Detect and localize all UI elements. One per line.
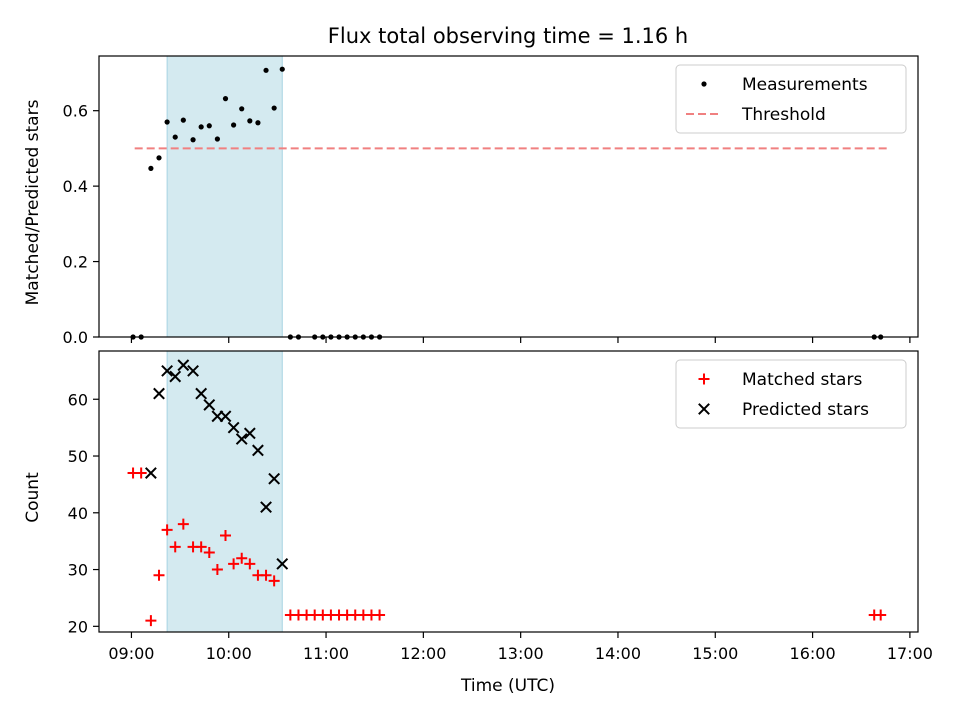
bottom-matched-stars-point-3 (153, 569, 165, 581)
top-legend: Measurements Threshold (675, 64, 907, 134)
bottom-y-tick-label-4: 60 (68, 390, 88, 409)
bottom-matched-stars-point-10 (211, 564, 223, 576)
x-tick-label-6: 15:00 (692, 644, 738, 663)
top-axes-frame (98, 55, 919, 338)
top-y-tick-label-0: 0.0 (63, 328, 88, 347)
bottom-matched-stars-point-2 (145, 615, 157, 627)
top-y-tick-label-1: 0.2 (63, 253, 88, 272)
top-measurements-point-12 (231, 122, 237, 128)
bottom-matched-stars-point-13 (236, 552, 248, 564)
x-tick-label-7: 16:00 (790, 644, 836, 663)
top-measurements-point-4 (164, 119, 170, 125)
top-measurements-point-3 (156, 155, 162, 161)
top-measurements-point-7 (190, 137, 196, 143)
bottom-predicted-stars-point-13 (252, 444, 264, 457)
bottom-legend-matched-stars-swatch (698, 373, 710, 385)
top-measurements-point-18 (279, 66, 285, 72)
bottom-predicted-stars-point-4 (177, 359, 190, 372)
bottom-legend: Matched stars Predicted stars (675, 359, 907, 429)
bottom-predicted-stars-point-10 (227, 421, 240, 434)
bottom-predicted-stars-point-9 (219, 410, 232, 423)
bottom-y-tick-label-2: 40 (68, 504, 88, 523)
bottom-matched-stars-point-12 (228, 558, 240, 570)
bottom-predicted-stars-point-3 (169, 370, 182, 383)
x-tick-label-2: 11:00 (303, 644, 349, 663)
x-tick-label-3: 12:00 (400, 644, 446, 663)
top-y-tick-label-3: 0.6 (63, 102, 88, 121)
top-measurements-point-8 (198, 124, 204, 130)
bottom-y-axis-label: Count (23, 472, 43, 523)
bottom-legend-box (675, 359, 907, 429)
bottom-predicted-stars-point-1 (153, 387, 165, 400)
bottom-matched-stars-point-29 (374, 609, 386, 621)
bottom-predicted-stars-point-2 (161, 364, 174, 377)
bottom-axes-frame (98, 350, 919, 633)
top-measurements-point-11 (222, 96, 229, 102)
bottom-y-tick-label-1: 30 (68, 561, 88, 580)
bottom-predicted-stars-point-5 (187, 364, 199, 377)
top-observing-span (166, 55, 283, 338)
top-measurements-point-2 (148, 165, 154, 171)
top-legend-measurements-swatch (701, 81, 707, 87)
bottom-legend-matched-stars-label: Matched stars (742, 370, 862, 390)
top-y-axis-label: Matched/Predicted stars (23, 99, 43, 305)
top-legend-measurements-label: Measurements (742, 75, 868, 95)
bottom-matched-stars-point-1 (135, 467, 147, 479)
chart-title: Flux total observing time = 1.16 h (328, 24, 688, 48)
bottom-legend-predicted-stars-label: Predicted stars (742, 400, 869, 420)
bottom-matched-stars-point-4 (161, 524, 173, 536)
x-tick-label-1: 10:00 (206, 644, 252, 663)
top-measurements-point-13 (239, 106, 245, 112)
bottom-matched-stars-point-5 (169, 541, 181, 553)
bottom-predicted-stars-point-16 (276, 557, 289, 570)
bottom-legend-predicted-stars-swatch (698, 403, 710, 415)
top-measurements-point-9 (206, 123, 212, 129)
panel-star-counts: 09:00 10:00 11:00 12:00 13:00 14:00 15:00 16:00… (23, 350, 933, 663)
bottom-matched-stars-point-8 (195, 541, 207, 553)
x-axis-label: Time (UTC) (460, 676, 555, 696)
top-measurements-point-14 (247, 118, 253, 124)
bottom-predicted-stars-point-15 (268, 472, 281, 485)
bottom-y-tick-label-3: 50 (68, 447, 88, 466)
x-tick-label-4: 13:00 (498, 644, 544, 663)
top-measurements-point-15 (255, 120, 261, 126)
top-measurements-point-16 (263, 67, 269, 73)
bottom-y-tick-label-0: 20 (68, 617, 88, 636)
x-tick-label-0: 09:00 (108, 644, 154, 663)
bottom-matched-stars-point-14 (244, 558, 256, 570)
top-measurements-point-10 (214, 136, 220, 142)
bottom-matched-stars-point-6 (177, 518, 189, 530)
top-legend-box (675, 64, 907, 134)
bottom-predicted-stars-point-7 (203, 399, 216, 411)
bottom-matched-stars-point-11 (219, 529, 231, 541)
bottom-predicted-stars-point-0 (144, 467, 157, 479)
top-measurements-point-6 (180, 117, 186, 123)
top-measurements-point-17 (271, 105, 277, 111)
bottom-matched-stars-point-16 (260, 569, 272, 581)
bottom-predicted-stars-point-12 (243, 427, 256, 440)
bottom-predicted-stars-point-14 (260, 501, 272, 514)
bottom-predicted-stars-point-6 (195, 387, 208, 400)
top-measurements-point-5 (172, 134, 178, 140)
top-legend-threshold-label: Threshold (741, 105, 826, 125)
bottom-predicted-stars-point-11 (235, 433, 248, 445)
bottom-matched-stars-point-31 (875, 609, 887, 621)
bottom-matched-stars-point-17 (268, 575, 280, 587)
x-tick-label-5: 14:00 (595, 644, 641, 663)
panel-matched-predicted-ratio: 0.0 0.2 0.4 0.6 Matched/Predicted stars Mea… (23, 55, 919, 347)
bottom-matched-stars-point-9 (203, 547, 215, 559)
x-tick-label-8: 17:00 (887, 644, 933, 663)
top-y-tick-label-2: 0.4 (63, 177, 88, 196)
bottom-observing-span (166, 350, 283, 633)
